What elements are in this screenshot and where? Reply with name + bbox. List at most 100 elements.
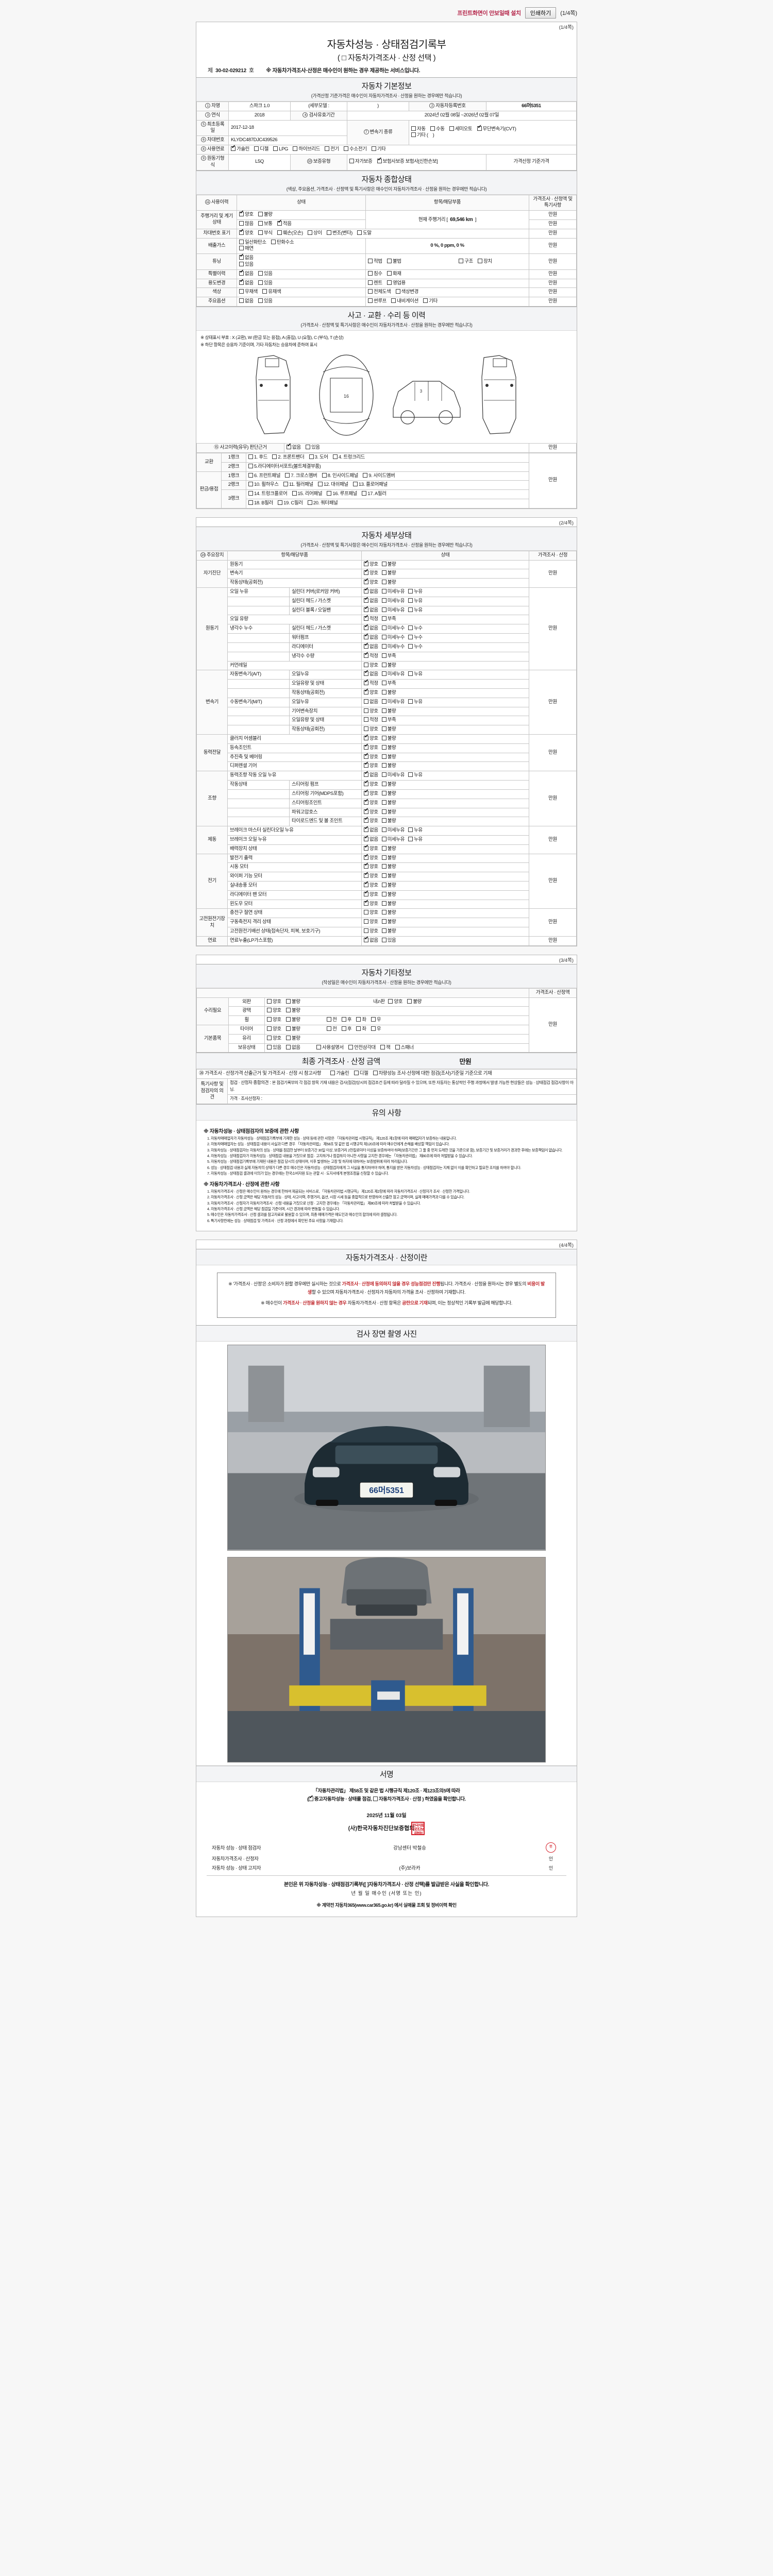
checkbox-part-10[interactable] <box>248 482 253 487</box>
checkbox-미세누수[interactable] <box>381 635 386 640</box>
checkbox-불량[interactable] <box>381 891 386 896</box>
checkbox-emission-hc[interactable] <box>271 239 276 244</box>
checkbox-없음[interactable] <box>364 606 368 612</box>
checkbox-color-chromatic[interactable] <box>262 289 267 294</box>
checkbox-mileage-many[interactable] <box>239 221 244 226</box>
checkbox-part-13[interactable] <box>352 482 358 487</box>
checkbox-emission-smoke[interactable] <box>239 246 244 251</box>
checkbox-wheel-rear[interactable] <box>341 1017 346 1022</box>
checkbox-불량[interactable] <box>381 561 386 566</box>
checkbox-누유[interactable] <box>408 598 413 603</box>
checkbox-vin-damage[interactable] <box>277 230 282 235</box>
checkbox-basis-gasoline[interactable] <box>330 1071 335 1076</box>
checkbox-part-12[interactable] <box>318 482 323 487</box>
checkbox-미세누수[interactable] <box>381 643 386 649</box>
checkbox-양호[interactable] <box>364 726 368 732</box>
checkbox-part-6[interactable] <box>248 472 253 478</box>
checkbox-양호[interactable] <box>364 919 368 924</box>
checkbox-acc-spanner[interactable] <box>395 1044 400 1049</box>
checkbox-mileage-bad[interactable] <box>258 212 263 217</box>
checkbox-accident-none[interactable] <box>287 443 291 450</box>
checkbox-warranty-insurer[interactable] <box>377 157 382 164</box>
checkbox-option-other[interactable] <box>423 298 428 303</box>
checkbox-part-4[interactable] <box>332 454 338 459</box>
checkbox-적정[interactable] <box>364 615 368 621</box>
checkbox-없음[interactable] <box>364 642 368 649</box>
checkbox-polish-bad[interactable] <box>285 1008 291 1013</box>
checkbox-미세누유[interactable] <box>381 772 386 777</box>
checkbox-없음[interactable] <box>364 826 368 833</box>
checkbox-wheel-right[interactable] <box>371 1017 376 1022</box>
checkbox-불량[interactable] <box>381 910 386 915</box>
checkbox-없음[interactable] <box>364 699 368 704</box>
checkbox-불량[interactable] <box>381 763 386 768</box>
checkbox-양호[interactable] <box>364 817 368 823</box>
checkbox-accident-yes[interactable] <box>305 445 310 450</box>
checkbox-없음[interactable] <box>364 597 368 603</box>
checkbox-양호[interactable] <box>364 900 368 906</box>
checkbox-불량[interactable] <box>381 744 386 750</box>
checkbox-누유[interactable] <box>408 589 413 594</box>
checkbox-부족[interactable] <box>381 717 386 722</box>
checkbox-glass-bad[interactable] <box>285 1035 291 1040</box>
checkbox-없음[interactable] <box>364 771 368 777</box>
checkbox-없음[interactable] <box>364 587 368 594</box>
checkbox-warranty-self[interactable] <box>349 159 354 164</box>
checkbox-mileage-few[interactable] <box>277 219 282 226</box>
checkbox-tuning-legal[interactable] <box>368 258 373 263</box>
checkbox-interior-good[interactable] <box>388 998 393 1004</box>
checkbox-part-8[interactable] <box>322 472 327 478</box>
checkbox-special-fire[interactable] <box>386 270 392 276</box>
checkbox-tire-good[interactable] <box>267 1026 272 1031</box>
checkbox-양호[interactable] <box>364 789 368 795</box>
checkbox-usechange-business[interactable] <box>386 280 392 285</box>
checkbox-exterior-good[interactable] <box>267 998 272 1004</box>
checkbox-불량[interactable] <box>381 855 386 860</box>
checkbox-양호[interactable] <box>364 808 368 814</box>
checkbox-불량[interactable] <box>381 662 386 667</box>
checkbox-tire-bad[interactable] <box>285 1026 291 1031</box>
checkbox-불량[interactable] <box>381 754 386 759</box>
checkbox-양호[interactable] <box>364 569 368 575</box>
checkbox-wheel-left[interactable] <box>356 1017 361 1022</box>
checkbox-fuel-other[interactable] <box>371 146 376 151</box>
checkbox-양호[interactable] <box>364 799 368 805</box>
checkbox-미세누유[interactable] <box>381 607 386 612</box>
checkbox-없음[interactable] <box>364 936 368 942</box>
checkbox-polish-good[interactable] <box>267 1008 272 1013</box>
checkbox-wheel-bad[interactable] <box>285 1017 291 1022</box>
checkbox-양호[interactable] <box>364 928 368 934</box>
checkbox-불량[interactable] <box>381 845 386 851</box>
checkbox-불량[interactable] <box>381 919 386 924</box>
checkbox-양호[interactable] <box>364 708 368 713</box>
checkbox-부족[interactable] <box>381 681 386 686</box>
checkbox-누수[interactable] <box>408 635 413 640</box>
checkbox-없음[interactable] <box>364 633 368 640</box>
checkbox-basis-diesel[interactable] <box>354 1071 359 1076</box>
checkbox-trans-auto[interactable] <box>411 126 416 131</box>
checkbox-양호[interactable] <box>364 780 368 787</box>
checkbox-tire-rear[interactable] <box>341 1026 346 1031</box>
checkbox-불량[interactable] <box>381 708 386 713</box>
checkbox-누유[interactable] <box>408 827 413 833</box>
checkbox-양호[interactable] <box>364 560 368 566</box>
checkbox-part-17[interactable] <box>362 491 367 496</box>
checkbox-불량[interactable] <box>381 726 386 732</box>
checkbox-부족[interactable] <box>381 616 386 621</box>
checkbox-tuning-structure[interactable] <box>459 258 464 263</box>
checkbox-part-2[interactable] <box>272 454 277 459</box>
checkbox-fuel-electric[interactable] <box>325 146 330 151</box>
print-button[interactable]: 인쇄하기 <box>525 7 557 19</box>
checkbox-누유[interactable] <box>408 607 413 612</box>
checkbox-불량[interactable] <box>381 736 386 740</box>
checkbox-불량[interactable] <box>381 809 386 814</box>
checkbox-part-11[interactable] <box>283 482 288 487</box>
checkbox-basis-standard[interactable] <box>373 1071 378 1076</box>
checkbox-part-16[interactable] <box>327 491 332 496</box>
checkbox-special-yes[interactable] <box>258 270 263 276</box>
checkbox-fuel-hydrogen[interactable] <box>344 146 349 151</box>
checkbox-없음[interactable] <box>364 624 368 631</box>
checkbox-누수[interactable] <box>408 625 413 631</box>
checkbox-color-repaint[interactable] <box>368 289 373 294</box>
checkbox-wheel-good[interactable] <box>267 1017 272 1022</box>
